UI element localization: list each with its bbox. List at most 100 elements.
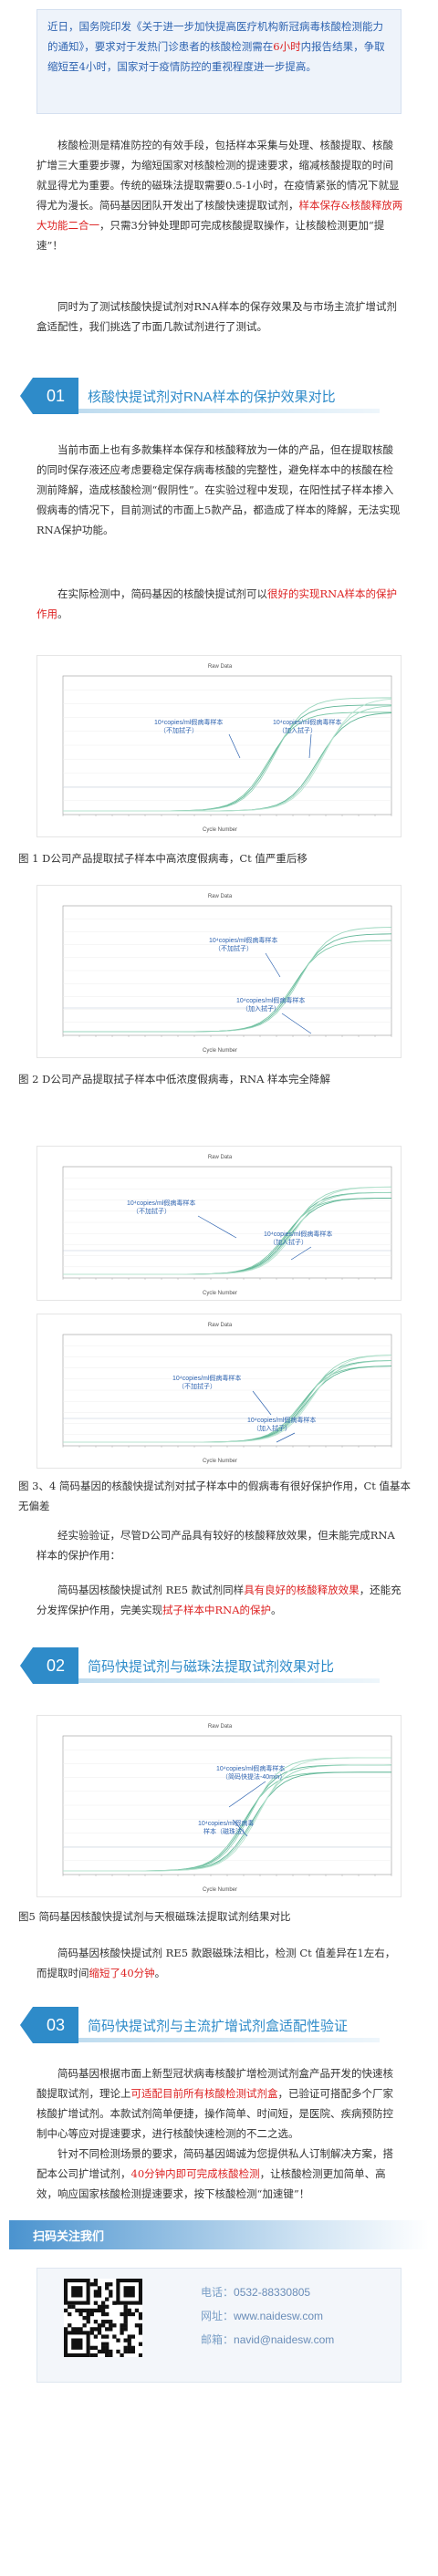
qr-module xyxy=(89,2327,94,2332)
qr-module xyxy=(78,2308,83,2313)
label-pointer xyxy=(281,1013,312,1034)
amplification-curve xyxy=(63,698,392,812)
label-pointer xyxy=(290,1246,312,1261)
x-axis-label: Cycle Number xyxy=(203,1048,237,1054)
qr-module xyxy=(123,2327,128,2332)
qr-module xyxy=(105,2282,110,2287)
qr-module xyxy=(109,2320,113,2324)
curve-label: 10⁴copies/ml假病毒样本（加入拭子） xyxy=(236,996,305,1013)
label-pointer xyxy=(265,952,281,978)
qr-module xyxy=(112,2334,117,2339)
qr-module xyxy=(86,2311,90,2317)
curve-label: 10⁴copies/ml假病毒样本（加入拭子） xyxy=(273,718,341,734)
qr-module xyxy=(105,2342,110,2346)
qr-module xyxy=(109,2282,113,2287)
qr-module xyxy=(97,2349,102,2354)
paragraph-3: 当前市面上也有多款集样本保存和核酸释放为一体的产品，但在提取核酸的同时保存液还应… xyxy=(36,443,401,536)
qr-module xyxy=(120,2327,124,2332)
curve-label: 10⁴copies/ml假病毒样本（加入拭子） xyxy=(264,1230,332,1246)
qr-finder xyxy=(123,2286,135,2298)
qr-module xyxy=(64,2327,68,2332)
curve-label: 10⁴copies/ml假病毒样本（不加拭子） xyxy=(172,1374,241,1390)
curve-label-line: 10⁴copies/ml假病毒样本 xyxy=(216,1764,285,1772)
qr-module xyxy=(138,2331,142,2335)
curve-label-line: 10⁴copies/ml假病毒样本 xyxy=(154,718,223,726)
amplification-curve xyxy=(63,1186,392,1275)
qr-module xyxy=(105,2311,110,2317)
qr-module xyxy=(134,2323,140,2328)
qr-module xyxy=(100,2301,106,2305)
qr-module xyxy=(138,2323,142,2328)
paragraph-2: 同时为了测试核酸快提试剂对RNA样本的保存效果及与市场主流扩增试剂盒适配性，我们… xyxy=(36,300,398,333)
label-pointer xyxy=(252,1390,272,1416)
qr-module xyxy=(112,2301,117,2305)
curve-label: 10⁴copies/ml假病毒样本（不加拭子） xyxy=(209,936,277,952)
qr-module xyxy=(109,2349,113,2354)
caption-figure-2: 图 2 D公司产品提取拭子样本中低浓度假病毒，RNA 样本完全降解 xyxy=(18,1073,331,1085)
qr-module xyxy=(130,2311,136,2317)
qr-module xyxy=(71,2304,76,2309)
paragraph-9: 针对不同检测场景的要求，简码基因竭诚为您提供私人订制解决方案，搭配本公司扩增试剂… xyxy=(36,2147,393,2200)
label-pointer xyxy=(232,1819,248,1837)
qr-module xyxy=(100,2311,106,2317)
qr-module xyxy=(123,2308,128,2313)
curve-label-line: （不加拭子） xyxy=(132,1207,171,1215)
qr-module xyxy=(123,2315,128,2321)
qr-module xyxy=(93,2353,99,2357)
qr-module xyxy=(112,2323,117,2328)
curve-label-line: （加入拭子） xyxy=(269,1238,308,1246)
label-pointer xyxy=(197,1215,237,1239)
qr-module xyxy=(109,2323,113,2328)
qr-module xyxy=(109,2327,113,2332)
qr-module xyxy=(138,2315,142,2321)
qr-module xyxy=(127,2349,131,2354)
paragraph-7: 简码基因核酸快提试剂 RE5 款跟磁珠法相比，检测 Ct 值差异在1左右，而提取… xyxy=(36,1947,396,1979)
qr-module xyxy=(123,2311,128,2317)
amplification-chart: Raw Data Cycle Number 10⁴copies/ml假病毒样本（简码… xyxy=(62,1724,392,1893)
label-pointer xyxy=(276,1432,296,1443)
contact-email[interactable]: 邮箱：navid@naidesw.com xyxy=(201,2333,335,2346)
amplification-curve xyxy=(63,1355,392,1443)
section-underline xyxy=(78,1678,380,1683)
qr-module xyxy=(82,2315,87,2321)
qr-module xyxy=(64,2308,68,2313)
contact-website[interactable]: 网址：www.naidesw.com xyxy=(201,2310,324,2322)
qr-finder xyxy=(71,2338,83,2350)
qr-code-image[interactable] xyxy=(64,2279,142,2357)
qr-module xyxy=(123,2304,128,2309)
qr-module xyxy=(89,2282,94,2287)
section-underline xyxy=(78,2038,380,2042)
curve-label-line: （不加拭子） xyxy=(178,1382,216,1390)
curve-label-line: （加入拭子） xyxy=(242,1004,280,1013)
chart-figure-5: Raw Data Cycle Number 10⁴copies/ml假病毒样本（简码… xyxy=(36,1715,402,1897)
section-header-1: 01 核酸快提试剂对RNA样本的保护效果对比 xyxy=(18,378,402,414)
section-number: 01 xyxy=(33,378,78,414)
qr-module xyxy=(100,2349,106,2354)
amplification-curve xyxy=(63,1757,391,1872)
footer-header: 扫码关注我们 xyxy=(9,2220,429,2249)
section-title: 简码快提试剂与主流扩增试剂盒适配性验证 xyxy=(88,2019,349,2034)
qr-module xyxy=(97,2293,102,2298)
qr-module xyxy=(89,2308,94,2313)
qr-module xyxy=(97,2286,102,2290)
chart-title: Raw Data xyxy=(208,664,233,670)
qr-module xyxy=(89,2345,94,2351)
chart-title: Raw Data xyxy=(208,1724,233,1729)
curve-label-line: （加入拭子） xyxy=(278,726,317,734)
curve-label-line: （加入拭子） xyxy=(253,1424,291,1432)
amplification-curve xyxy=(63,927,392,1033)
qr-module xyxy=(105,2320,110,2324)
qr-module xyxy=(134,2308,140,2313)
qr-module xyxy=(93,2301,99,2305)
qr-module xyxy=(105,2297,110,2301)
paragraph-6: 简码基因核酸快提试剂 RE5 款试剂同样具有良好的核酸释放效果，还能充分发挥保护… xyxy=(36,1584,402,1616)
qr-module xyxy=(93,2345,99,2351)
qr-module xyxy=(93,2327,99,2332)
curve-label: 10⁴copies/ml假病毒样本（不加拭子） xyxy=(154,718,223,734)
qr-module xyxy=(100,2320,106,2324)
qr-module xyxy=(78,2327,83,2332)
qr-module xyxy=(127,2311,131,2317)
qr-module xyxy=(100,2342,106,2346)
